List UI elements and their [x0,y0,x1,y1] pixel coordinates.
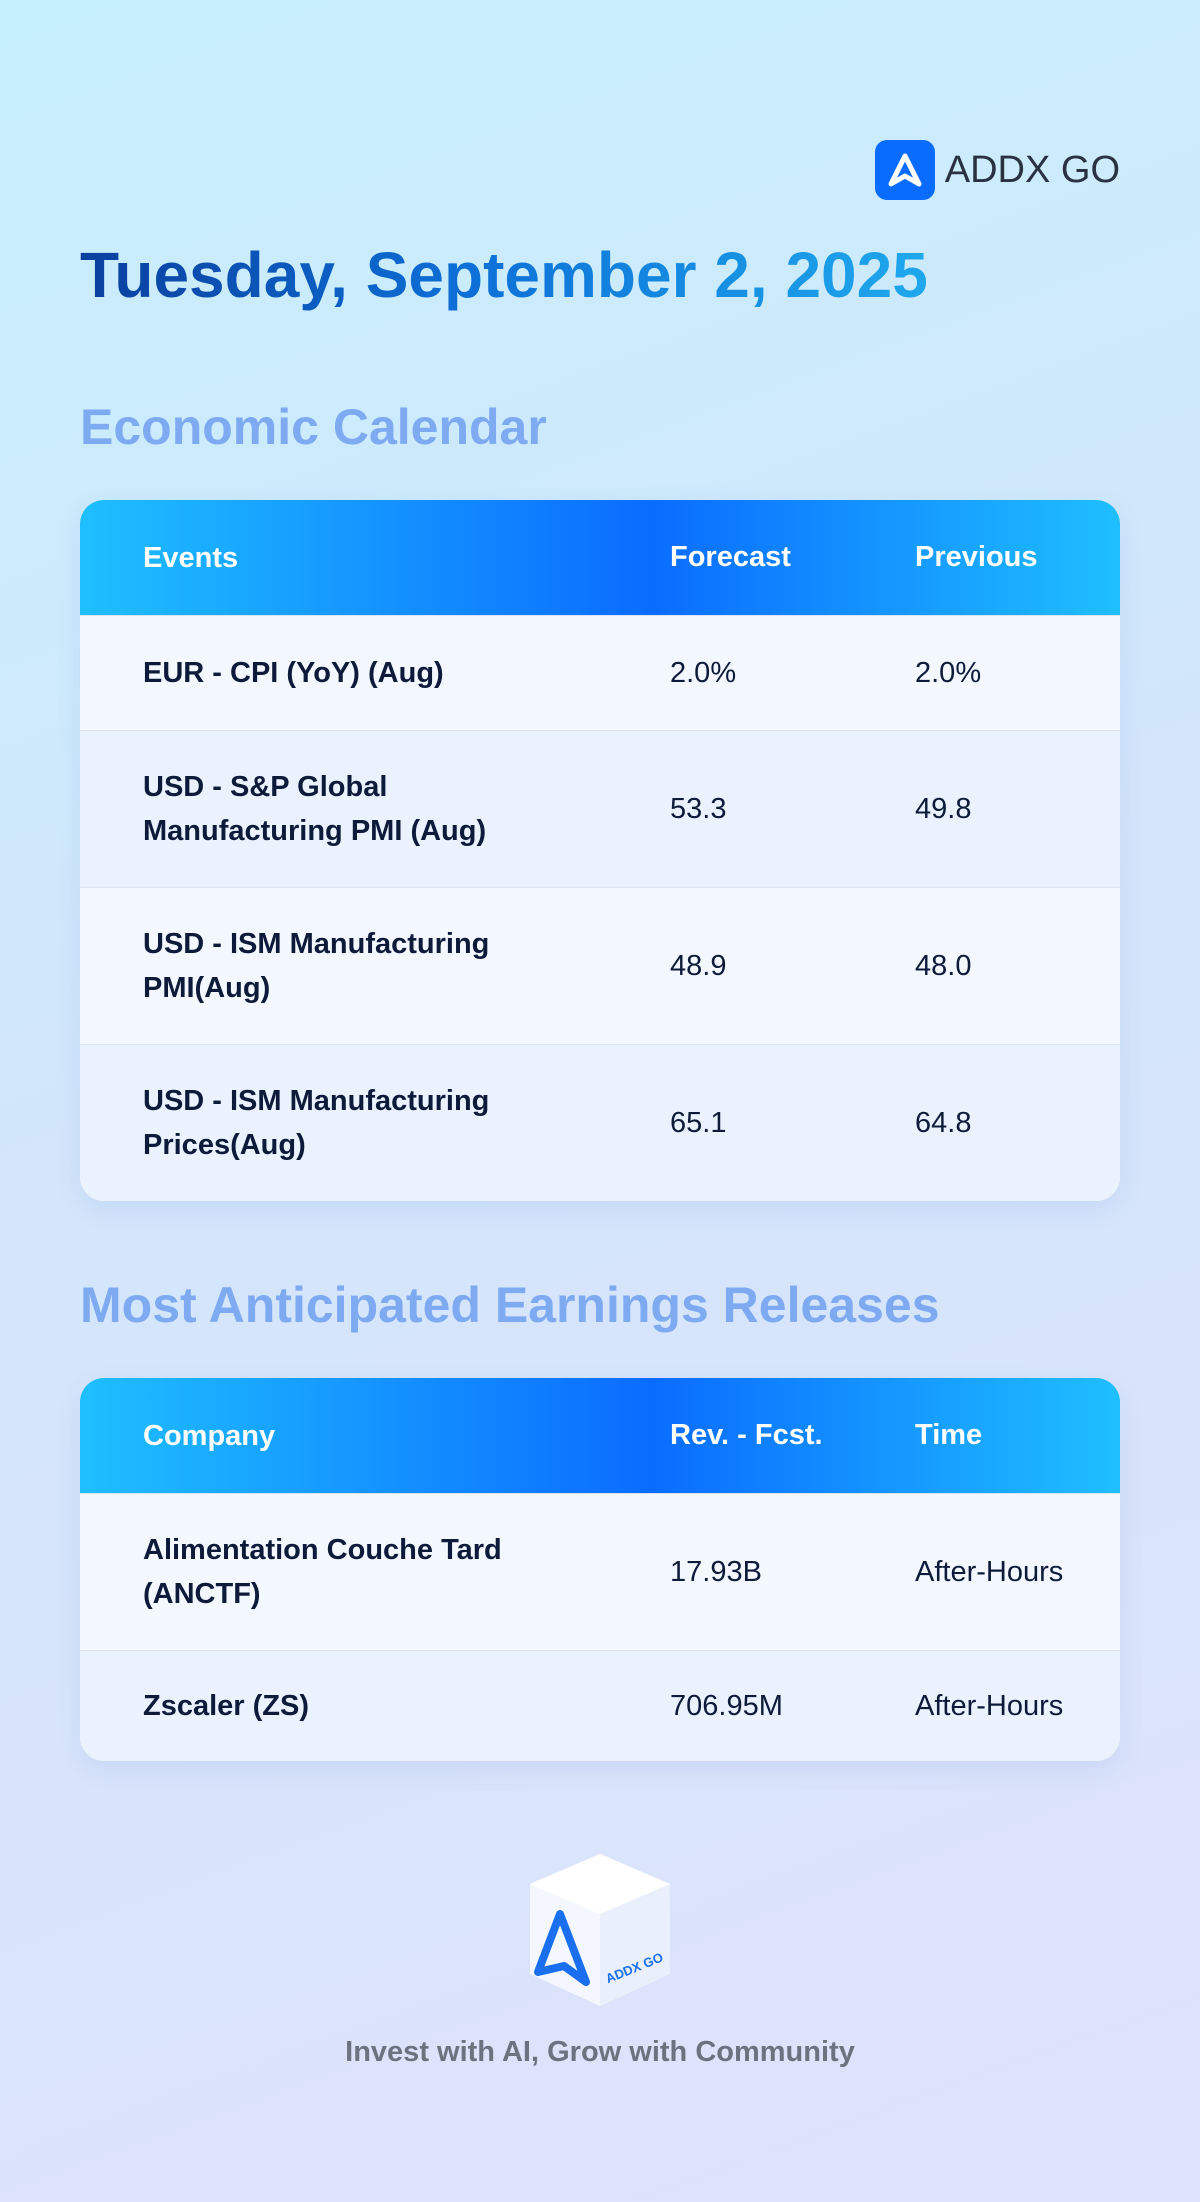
brand-icon [874,140,935,200]
table-cell: 64.8 [915,1106,972,1139]
economic-table: Events Forecast Previous EUR - CPI (YoY) (A… [80,500,1120,1201]
table-cell: 48.0 [915,949,972,982]
table-header: Company Rev. - Fcst. Time [80,1378,1120,1493]
table-row: USD - S&P Global Manufacturing PMI (Aug)… [80,730,1120,887]
table-cell: USD - ISM Manufacturing Prices(Aug) [143,1085,490,1161]
table-row: EUR - CPI (YoY) (Aug) 2.0% 2.0% [80,615,1120,730]
table-cell: Zscaler (ZS) [143,1690,309,1722]
brand: ADDX GO [874,140,1120,200]
table-cell: 49.8 [915,792,972,825]
column-header: Company [143,1419,276,1452]
table-cell: 2.0% [915,656,982,689]
table-cell: 48.9 [670,949,727,982]
footer-logo: ADDX GO [0,1850,1200,2015]
brand-name: ADDX GO [944,148,1120,191]
table-row: Alimentation Couche Tard (ANCTF) 17.93B Af… [80,1493,1120,1650]
table-row: USD - ISM Manufacturing Prices(Aug) 65.1 6… [80,1044,1120,1201]
date-title: Tuesday, September 2, 2025 [80,239,928,311]
table-cell: After-Hours [915,1689,1064,1722]
column-header: Time [915,1419,983,1451]
table-cell: Alimentation Couche Tard (ANCTF) [143,1534,502,1610]
table-cell: After-Hours [915,1555,1064,1588]
table-cell: 706.95M [670,1689,783,1722]
table-cell: 17.93B [670,1555,762,1588]
column-header: Rev. - Fcst. [670,1419,823,1451]
table-cell: 53.3 [670,792,727,825]
table-cell: 65.1 [670,1106,727,1139]
section-title: Most Anticipated Earnings Releases [80,1277,940,1333]
table-row: USD - ISM Manufacturing PMI(Aug) 48.9 48.0 [80,887,1120,1044]
table-cell: USD - ISM Manufacturing PMI(Aug) [143,928,490,1004]
table-cell: 2.0% [670,656,737,689]
section-title: Economic Calendar [80,399,547,455]
cube-logo: ADDX GO [530,1854,670,2006]
table-cell: USD - S&P Global Manufacturing PMI (Aug) [143,771,487,847]
brand-logo [888,153,922,187]
tagline: Invest with AI, Grow with Community [345,2036,855,2068]
column-header: Forecast [670,541,791,573]
table-cell: EUR - CPI (YoY) (Aug) [143,657,444,689]
table-header: Events Forecast Previous [80,500,1120,615]
column-header: Previous [915,541,1038,573]
table-row: Zscaler (ZS) 706.95M After-Hours [80,1650,1120,1761]
earnings-table: Company Rev. - Fcst. Time Alimentation Couc… [80,1378,1120,1761]
column-header: Events [143,541,239,574]
